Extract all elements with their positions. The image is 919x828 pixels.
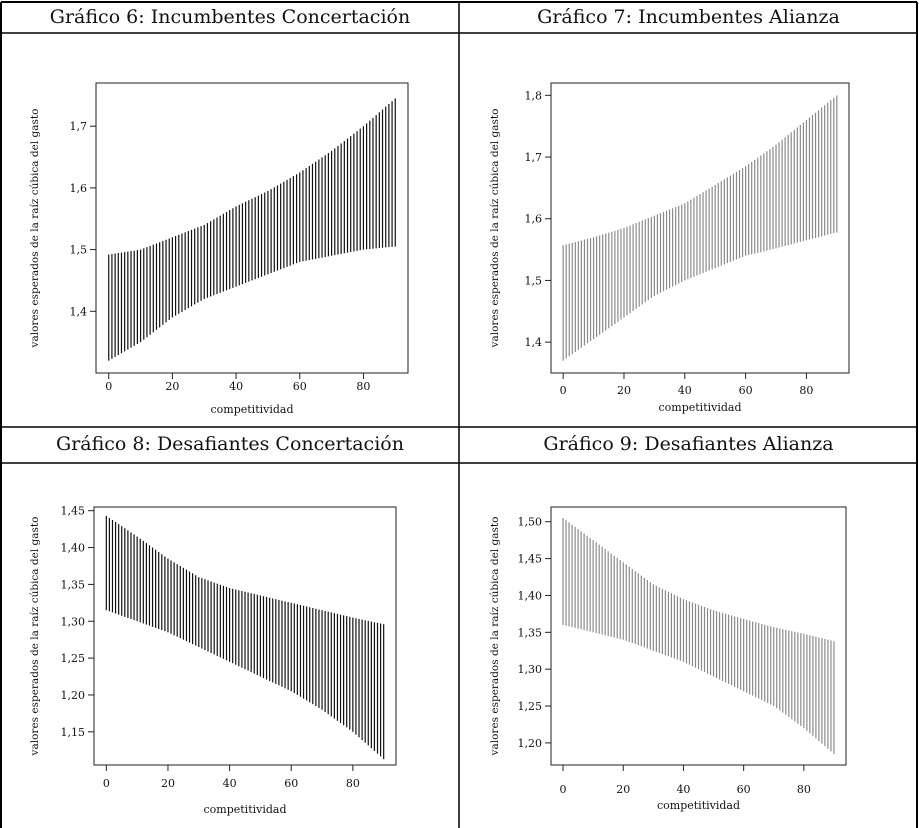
x-tick-label: 60 xyxy=(737,783,751,796)
x-axis-label: competitividad xyxy=(210,403,293,416)
y-tick-label: 1,30 xyxy=(61,615,86,628)
x-tick-label: 0 xyxy=(560,384,567,397)
plot-frame xyxy=(550,82,850,374)
y-tick-label: 1,4 xyxy=(525,336,543,349)
chart-grafico-9: 0 20 40 60 80 1,20 1,25 1,30 1,35 1,40 1,45 1,50 com… xyxy=(489,506,847,812)
plot-frame xyxy=(93,506,397,766)
y-tick-label: 1,5 xyxy=(70,244,88,257)
x-tick-label: 40 xyxy=(676,783,690,796)
y-tick-label: 1,50 xyxy=(518,516,543,529)
panel-title: Gráfico 6: Incumbentes Concertación xyxy=(49,6,411,28)
panel-grafico-6: Gráfico 6: Incumbentes Concertación 0 20 4… xyxy=(2,3,458,427)
x-tick-label: 20 xyxy=(161,777,175,790)
interval-series xyxy=(105,515,385,760)
y-tick-label: 1,20 xyxy=(518,737,543,750)
panel-title: Gráfico 7: Incumbentes Alianza xyxy=(537,6,840,28)
chart-grafico-7: 0 20 40 60 80 1,4 1,5 1,6 1,7 1,8 competitividad va… xyxy=(489,82,850,414)
x-tick-label: 80 xyxy=(799,384,813,397)
x-axis-label: competitividad xyxy=(203,803,286,816)
panel-grafico-8: Gráfico 8: Desafiantes Concertación 0 20 4… xyxy=(2,427,458,828)
y-tick-label: 1,45 xyxy=(518,553,543,566)
y-tick-label: 1,30 xyxy=(518,663,543,676)
x-tick-label: 20 xyxy=(165,380,179,393)
x-tick-label: 80 xyxy=(356,380,370,393)
y-tick-label: 1,20 xyxy=(61,689,86,702)
y-tick-label: 1,4 xyxy=(70,305,88,318)
y-tick-label: 1,35 xyxy=(518,626,543,639)
y-tick-label: 1,45 xyxy=(61,505,86,518)
x-tick-label: 20 xyxy=(617,384,631,397)
x-tick-label: 80 xyxy=(797,783,811,796)
y-tick-label: 1,35 xyxy=(61,578,86,591)
y-axis-label: valores esperados de la raíz cúbica del … xyxy=(29,109,41,349)
y-axis-label: valores esperados de la raíz cúbica del … xyxy=(489,517,501,757)
y-tick-label: 1,25 xyxy=(518,700,543,713)
x-tick-label: 40 xyxy=(223,777,237,790)
x-tick-label: 0 xyxy=(560,783,567,796)
panel-grafico-7: Gráfico 7: Incumbentes Alianza 0 20 40 60 80… xyxy=(461,3,916,427)
plot-frame xyxy=(95,82,409,374)
y-tick-label: 1,6 xyxy=(525,213,543,226)
y-tick-label: 1,40 xyxy=(518,589,543,602)
x-tick-label: 60 xyxy=(293,380,307,393)
x-tick-label: 40 xyxy=(678,384,692,397)
x-tick-label: 60 xyxy=(739,384,753,397)
interval-series xyxy=(108,98,396,361)
y-tick-label: 1,7 xyxy=(525,151,543,164)
y-tick-label: 1,25 xyxy=(61,652,86,665)
x-tick-label: 0 xyxy=(105,380,112,393)
x-axis-label: competitividad xyxy=(657,799,740,812)
y-axis-label: valores esperados de la raíz cúbica del … xyxy=(29,517,41,757)
y-tick-label: 1,40 xyxy=(61,542,86,555)
x-tick-label: 0 xyxy=(103,777,110,790)
interval-series xyxy=(562,95,838,361)
x-tick-label: 80 xyxy=(346,777,360,790)
chart-grafico-6: 0 20 40 60 80 1,4 1,5 1,6 1,7 competitividad valor… xyxy=(29,82,409,416)
panel-title: Gráfico 9: Desafiantes Alianza xyxy=(543,433,834,455)
y-axis-label: valores esperados de la raíz cúbica del … xyxy=(489,109,501,349)
x-tick-label: 20 xyxy=(616,783,630,796)
chart-grafico-8: 0 20 40 60 80 1,15 1,20 1,25 1,30 1,35 1,40 1,45 com… xyxy=(29,505,397,816)
interval-series xyxy=(562,518,835,754)
x-axis-label: competitividad xyxy=(658,401,741,414)
x-tick-label: 40 xyxy=(229,380,243,393)
panel-title: Gráfico 8: Desafiantes Concertación xyxy=(56,433,404,455)
y-tick-label: 1,15 xyxy=(61,726,86,739)
y-tick-label: 1,6 xyxy=(70,182,88,195)
x-tick-label: 60 xyxy=(284,777,298,790)
panel-grafico-9: Gráfico 9: Desafiantes Alianza 0 20 40 60 80… xyxy=(461,427,916,828)
y-tick-label: 1,7 xyxy=(70,120,88,133)
y-tick-label: 1,8 xyxy=(525,89,543,102)
y-tick-label: 1,5 xyxy=(525,274,543,287)
plot-frame xyxy=(550,506,847,766)
